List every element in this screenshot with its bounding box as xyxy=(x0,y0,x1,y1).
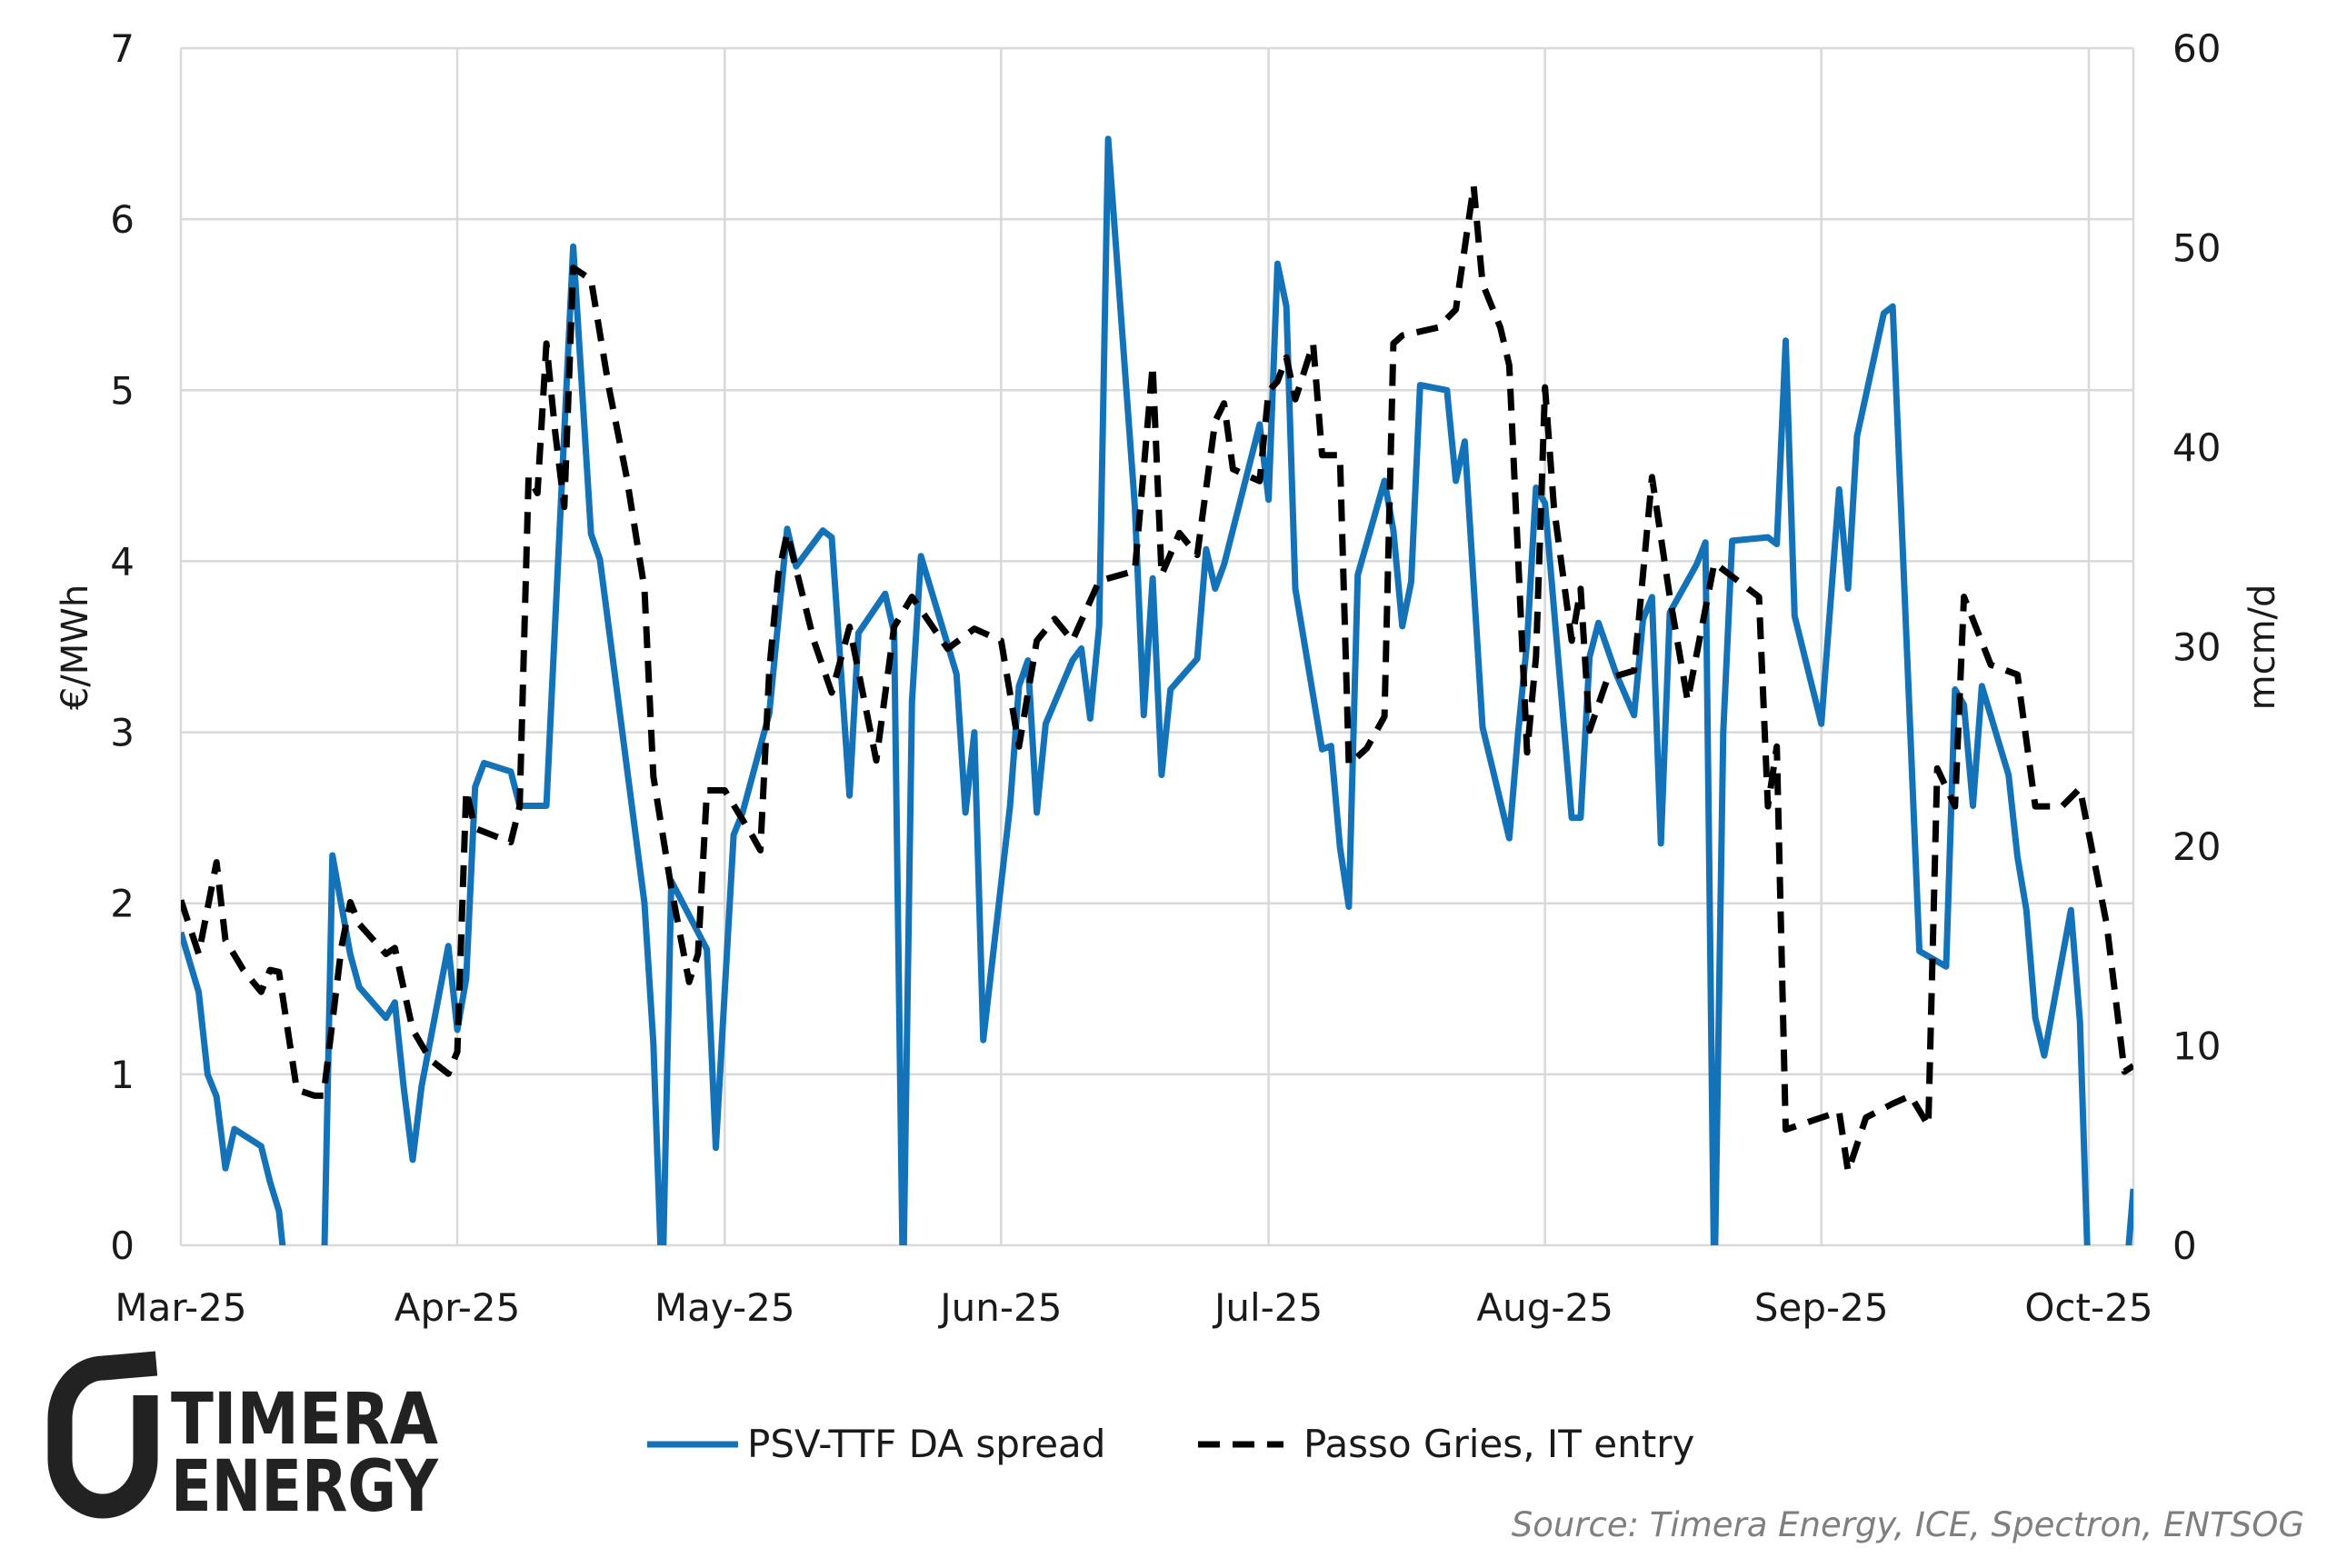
x-axis: Mar-25 Apr-25 May-25 Jun-25 Jul-25 Aug-25 Sep-… xyxy=(115,1285,2152,1330)
y-tick-label: 5 xyxy=(110,368,135,413)
series-line-psv-ttf-spread xyxy=(181,135,2133,1245)
x-tick-label: Sep-25 xyxy=(1754,1285,1889,1330)
y-tick-label: 1 xyxy=(110,1053,135,1097)
legend: PSV-TTF DA spread Passo Gries, IT entry xyxy=(647,1422,1694,1466)
timera-energy-logo: TIMERA ENERGY xyxy=(47,1351,439,1528)
y2-tick-label: 10 xyxy=(2172,1024,2221,1069)
x-tick-label: Apr-25 xyxy=(394,1285,521,1330)
y2-tick-label: 20 xyxy=(2172,824,2221,869)
legend-label-passo-gries: Passo Gries, IT entry xyxy=(1303,1422,1694,1466)
y-axis-left: 0 1 2 3 4 5 6 7 xyxy=(110,26,135,1268)
y-tick-label: 3 xyxy=(110,711,135,755)
y2-tick-label: 0 xyxy=(2172,1223,2197,1268)
y-tick-label: 6 xyxy=(110,197,135,242)
logo-mark-icon xyxy=(47,1351,158,1519)
x-tick-label: May-25 xyxy=(654,1285,795,1330)
series-line-passo-gries xyxy=(181,183,2133,1175)
y-tick-label: 2 xyxy=(110,882,135,926)
plot-area xyxy=(181,135,2133,1245)
y-axis-right: 0 10 20 30 40 50 60 xyxy=(2172,26,2221,1268)
y2-tick-label: 60 xyxy=(2172,26,2221,71)
y2-tick-label: 50 xyxy=(2172,226,2221,271)
x-tick-label: Jul-25 xyxy=(1212,1285,1323,1330)
x-tick-label: Aug-25 xyxy=(1476,1285,1613,1330)
x-tick-label: Mar-25 xyxy=(115,1285,246,1330)
y-axis-title-right: mcm/d xyxy=(2242,584,2283,711)
logo-text-line2: ENERGY xyxy=(171,1446,439,1528)
y2-tick-label: 30 xyxy=(2172,625,2221,670)
x-tick-label: Jun-25 xyxy=(937,1285,1062,1330)
source-note: Source: Timera Energy, ICE, Spectron, EN… xyxy=(1512,1505,2304,1544)
legend-label-psv-ttf: PSV-TTF DA spread xyxy=(747,1422,1105,1466)
y-tick-label: 4 xyxy=(110,539,135,584)
y2-tick-label: 40 xyxy=(2172,425,2221,470)
y-tick-label: 0 xyxy=(110,1223,135,1268)
logo-text-line1: TIMERA xyxy=(171,1379,438,1461)
x-tick-label: Oct-25 xyxy=(2024,1285,2152,1330)
y-tick-label: 7 xyxy=(110,26,135,71)
y-axis-title-left: €/MWh xyxy=(55,584,96,710)
